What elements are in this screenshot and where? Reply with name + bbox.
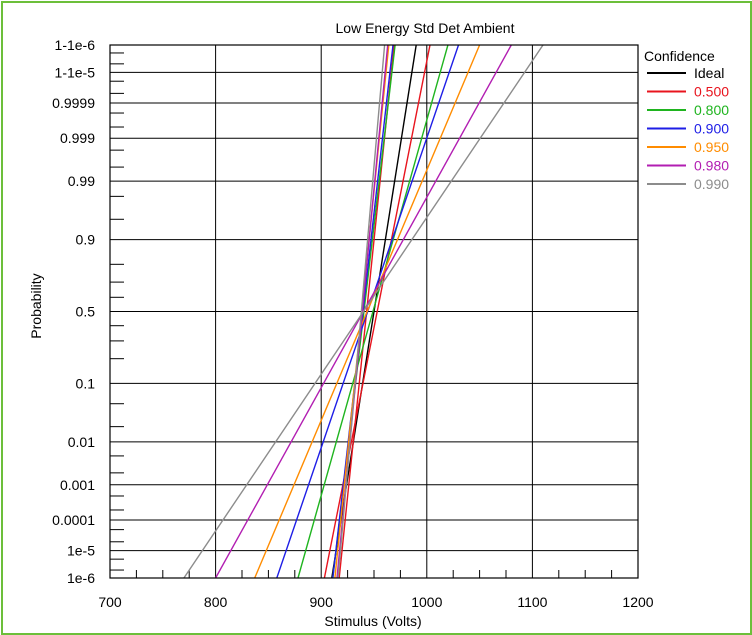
legend-title: Confidence [644,48,715,64]
y-tick-label: 0.01 [68,434,95,450]
x-tick-labels: 700 800 900 1000 1100 1200 [98,594,653,610]
y-tick-label: 0.0001 [52,512,95,528]
chart-title: Low Energy Std Det Ambient [336,20,515,36]
series-line-0.800 [297,45,449,578]
y-tick-label: 1-1e-6 [55,37,96,53]
y-tick-label: 0.001 [60,477,95,493]
minor-tick-layer [110,52,613,578]
series-line-0.950 [254,45,481,578]
legend-entry: 0.980 [694,158,729,174]
y-axis-label: Probability [28,273,44,338]
x-tick-label: 1000 [411,594,442,610]
y-tick-label: 0.9 [76,232,96,248]
y-tick-labels: 1-1e-6 1-1e-5 0.9999 0.999 0.99 0.9 0.5 0.1 0.01… [52,37,95,586]
y-tick-label: 0.99 [68,173,95,189]
legend-entry: 0.800 [694,102,729,118]
y-tick-label: 0.9999 [52,95,95,111]
x-tick-label: 1200 [622,594,653,610]
legend-entry: Ideal [694,65,724,81]
legend: Ideal 0.500 0.800 0.900 0.950 0.980 0.990 [647,65,729,192]
x-tick-label: 1100 [517,594,547,610]
x-axis-label: Stimulus (Volts) [324,613,421,629]
series-line-0.990 [337,45,386,578]
x-tick-label: 800 [204,594,228,610]
legend-entry: 0.500 [694,84,729,100]
x-tick-label: 900 [310,594,334,610]
series-line-0.990 [183,45,544,578]
legend-entry: 0.950 [694,139,729,155]
y-tick-label: 0.5 [76,304,96,320]
legend-entry: 0.990 [694,176,729,192]
plot-area-border [109,44,639,579]
y-tick-label: 1-1e-5 [55,64,96,80]
series-line-0.500 [323,45,431,578]
y-tick-label: 0.999 [60,130,95,146]
x-tick-label: 700 [98,594,122,610]
legend-entry: 0.900 [694,121,729,137]
y-tick-label: 1e-5 [67,543,95,559]
series-layer [183,45,544,578]
y-tick-label: 0.1 [76,375,96,391]
y-tick-label: 1e-6 [67,570,95,586]
